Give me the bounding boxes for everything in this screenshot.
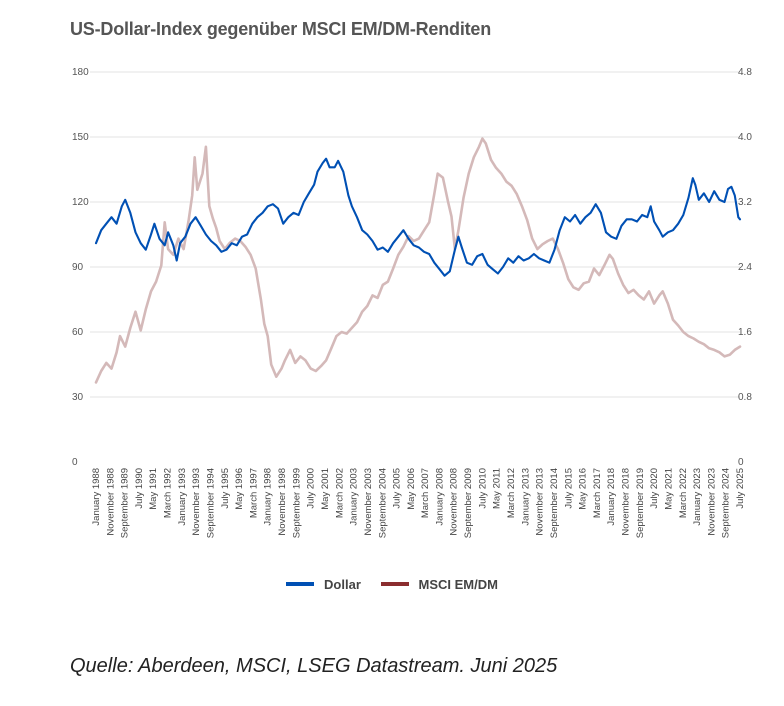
x-tick-label: September 2024 — [721, 468, 732, 538]
gridlines — [90, 71, 740, 398]
x-tick-label: July 2020 — [649, 468, 660, 509]
series-layer — [94, 137, 742, 384]
x-tick-label: September 2019 — [635, 468, 646, 538]
x-tick-label: November 2018 — [620, 468, 631, 536]
right-tick-label: 2.4 — [738, 262, 752, 273]
x-tick-label: November 1998 — [277, 468, 288, 536]
x-tick-label: March 2022 — [678, 468, 689, 518]
x-tick-label: July 2010 — [477, 468, 488, 509]
legend-label-dollar: Dollar — [324, 576, 361, 592]
x-tick-label: May 2006 — [406, 468, 417, 510]
x-tick-label: September 2009 — [463, 468, 474, 538]
right-tick-label: 4.0 — [738, 132, 752, 143]
x-tick-label: May 2011 — [492, 468, 503, 509]
x-tick-label: May 2021 — [663, 468, 674, 510]
x-tick-label: September 1999 — [291, 468, 302, 538]
legend-item-dollar[interactable]: Dollar — [286, 577, 361, 592]
x-tick-label: September 2004 — [377, 468, 388, 538]
left-axis: 0 30 60 90 120 150 180 — [72, 67, 89, 468]
legend-swatch-dollar — [286, 582, 315, 586]
x-tick-label: November 2013 — [535, 468, 546, 536]
x-tick-label: September 2014 — [549, 468, 560, 538]
x-tick-label: July 2005 — [392, 468, 403, 509]
x-tick-label: May 2016 — [578, 468, 589, 510]
right-tick-label: 3.2 — [738, 197, 752, 208]
x-tick-label: November 2003 — [363, 468, 374, 536]
right-tick-label: 0 — [738, 457, 744, 468]
right-tick-label: 1.6 — [738, 327, 752, 338]
x-tick-label: January 1993 — [177, 468, 188, 526]
x-tick-label: January 2023 — [692, 468, 703, 526]
x-tick-label: November 2008 — [449, 468, 460, 536]
x-tick-label: November 2023 — [706, 468, 717, 536]
x-axis: January 1988 November 1988 September 1989 J… — [91, 468, 746, 538]
right-tick-label: 0.8 — [738, 392, 752, 403]
left-tick-label: 150 — [72, 132, 89, 143]
source-note: Quelle: Aberdeen, MSCI, LSEG Datastream.… — [70, 655, 558, 677]
left-tick-label: 60 — [72, 327, 84, 338]
legend-label-msci: MSCI EM/DM — [418, 576, 498, 592]
x-tick-label: March 2017 — [592, 468, 603, 518]
legend: Dollar MSCI EM/DM — [0, 574, 784, 592]
x-tick-label: July 2015 — [563, 468, 574, 509]
legend-item-msci[interactable]: MSCI EM/DM — [380, 576, 498, 592]
right-axis: 0 0.8 1.6 2.4 3.2 4.0 4.8 — [738, 67, 752, 468]
chart-title: US-Dollar-Index gegenüber MSCI EM/DM-Ren… — [70, 19, 492, 39]
x-tick-label: March 2002 — [334, 468, 345, 518]
x-tick-label: July 1995 — [220, 468, 231, 509]
x-tick-label: November 1993 — [191, 468, 202, 536]
left-tick-label: 30 — [72, 392, 84, 403]
x-tick-label: January 2008 — [434, 468, 445, 526]
x-tick-label: May 1996 — [234, 468, 245, 510]
x-tick-label: November 1988 — [105, 468, 116, 536]
x-tick-label: July 1990 — [134, 468, 145, 509]
x-tick-label: September 1989 — [120, 468, 131, 538]
x-tick-label: March 1992 — [163, 468, 174, 518]
x-tick-label: January 1988 — [91, 468, 102, 526]
line-chart: 0 30 60 90 120 150 180 0 0.8 1.6 2.4 3.2 4.0 4.8 Jan… — [72, 67, 752, 538]
series-line-msci — [94, 137, 742, 384]
x-tick-label: May 1991 — [148, 468, 159, 510]
left-tick-label: 120 — [72, 197, 89, 208]
x-tick-label: May 2001 — [320, 468, 331, 510]
x-tick-label: July 2000 — [306, 468, 317, 509]
x-tick-label: March 2012 — [506, 468, 517, 518]
legend-swatch-msci — [380, 582, 409, 586]
right-tick-label: 4.8 — [738, 67, 752, 78]
x-tick-label: January 2013 — [520, 468, 531, 526]
x-tick-label: March 2007 — [420, 468, 431, 518]
left-tick-label: 180 — [72, 67, 89, 78]
x-tick-label: September 1994 — [206, 468, 217, 538]
x-tick-label: January 2003 — [349, 468, 360, 526]
series-line-dollar — [94, 157, 742, 277]
x-tick-label: March 1997 — [248, 468, 259, 518]
left-tick-label: 90 — [72, 262, 84, 273]
x-tick-label: January 1998 — [263, 468, 274, 526]
x-tick-label: January 2018 — [606, 468, 617, 526]
x-tick-label: July 2025 — [735, 468, 746, 509]
left-tick-label: 0 — [72, 457, 78, 468]
